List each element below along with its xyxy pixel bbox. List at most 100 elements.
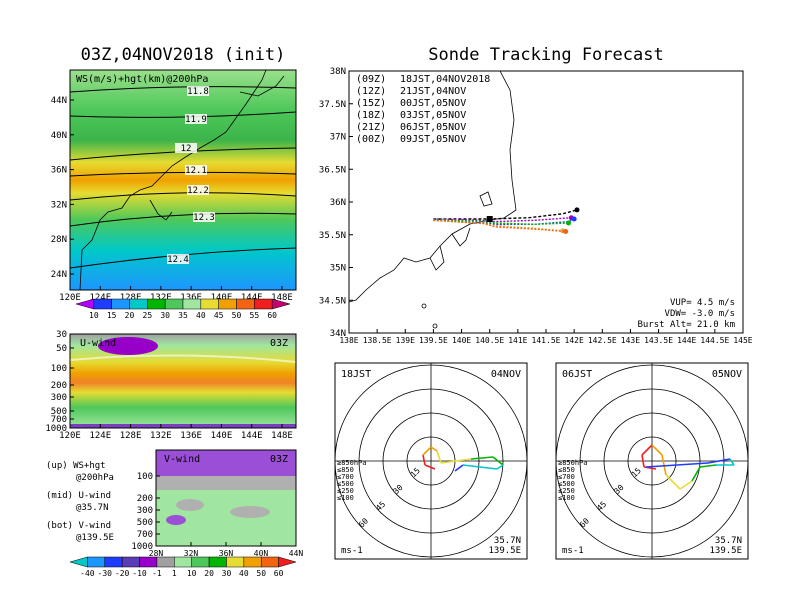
track-lat-tick: 36.5N xyxy=(319,165,346,175)
colorbar-swatch xyxy=(200,298,219,310)
colorbar-label: 1 xyxy=(172,569,177,578)
colorbar-label: 35 xyxy=(178,311,188,320)
vwind-p-tick: 500 xyxy=(137,518,153,528)
uwind-lon-tick: 140E xyxy=(211,431,233,441)
colorbar-label: 20 xyxy=(125,311,135,320)
uwind-p-tick: 200 xyxy=(51,381,67,391)
hodograph-level-label: ≥850hPa xyxy=(558,459,588,467)
hodograph-trace xyxy=(436,450,442,464)
hodograph-lon: 139.5E xyxy=(709,546,742,556)
hodograph-date: 04NOV xyxy=(491,369,521,380)
track-line xyxy=(433,217,572,223)
contour-label: 12.3 xyxy=(193,213,215,223)
vwind-patch xyxy=(166,515,186,525)
hodograph-trace xyxy=(424,464,436,470)
uwind-lon-tick: 148E xyxy=(271,431,293,441)
launch-marker xyxy=(486,216,493,223)
hodograph-trace xyxy=(691,466,701,482)
hodograph-level-label: ≤850 xyxy=(337,466,354,474)
hodograph-trace xyxy=(645,462,709,468)
note-heading: (mid) U-wind xyxy=(46,491,111,501)
hodograph-trace xyxy=(679,480,693,490)
contour-label: 12.1 xyxy=(185,166,207,176)
contour-line xyxy=(70,111,296,118)
colorbar-label: -40 xyxy=(80,569,95,578)
colorbar-label: -30 xyxy=(98,569,113,578)
contour-line xyxy=(70,171,296,177)
legend-code: (15Z) xyxy=(356,98,386,109)
colorbar-swatch xyxy=(208,556,227,568)
note-sub: @139.5E xyxy=(76,533,114,543)
hodograph-lon: 139.5E xyxy=(488,546,521,556)
ws-lon-tick: 148E xyxy=(271,293,293,303)
ws-lon-tick: 136E xyxy=(180,293,202,303)
hodograph-trace xyxy=(454,464,464,472)
uwind-p-tick: 700 xyxy=(51,415,67,425)
ws-map-field xyxy=(70,70,296,290)
ws-map-label: WS(m/s)+hgt(km)@200hPa xyxy=(76,74,208,85)
vwind-lat-tick: 32N xyxy=(184,549,199,558)
island xyxy=(421,303,427,309)
track-lon-tick: 143E xyxy=(621,336,640,345)
hodograph-level-label: ≤250 xyxy=(337,487,354,495)
legend-label: 06JST,05NOV xyxy=(400,122,466,133)
hodograph-trace xyxy=(651,444,663,456)
note-heading: (up) WS+hgt xyxy=(46,461,106,471)
track-lat-tick: 34.5N xyxy=(319,296,346,306)
vwind-p-tick: 1000 xyxy=(131,542,153,552)
hodograph-level-label: ≤100 xyxy=(337,494,354,502)
hodograph-level-label: ≤700 xyxy=(558,473,575,481)
contour-label: 12.2 xyxy=(187,186,209,196)
legend-label: 09JST,05NOV xyxy=(400,134,466,145)
hodograph-level-label: ≤850 xyxy=(558,466,575,474)
track-lat-tick: 38N xyxy=(330,67,346,77)
colorbar-swatch xyxy=(111,298,130,310)
colorbar-swatch xyxy=(139,556,158,568)
track-lon-tick: 141.5E xyxy=(532,336,561,345)
colorbar-label: -1 xyxy=(152,569,162,578)
uwind-lon-tick: 124E xyxy=(89,431,111,441)
track-lon-tick: 142.5E xyxy=(588,336,617,345)
ws-map: 11.8 11.9 12 12.1 12.2 12.3 12.4 WS(m/s)+hgt(k… xyxy=(51,69,297,303)
contour-label-bg xyxy=(187,86,209,96)
track-lon-tick: 138.5E xyxy=(363,336,392,345)
ws-colorbar: 10 15 20 25 30 35 40 45 50 55 60 xyxy=(75,298,291,320)
ws-lon-tick: 128E xyxy=(120,293,142,303)
contour-line xyxy=(70,86,296,93)
track-endpoint xyxy=(563,228,569,234)
hodograph-trace xyxy=(641,454,645,468)
ws-lon-tick: 140E xyxy=(211,293,233,303)
colorbar-swatch xyxy=(174,556,192,568)
track-lon-tick: 145E xyxy=(733,336,752,345)
colorbar-label: -10 xyxy=(132,569,147,578)
colorbar-label: 40 xyxy=(196,311,206,320)
track-endpoint xyxy=(574,207,580,213)
legend-code: (18Z) xyxy=(356,110,386,121)
ws-lon-tick: 132E xyxy=(150,293,172,303)
legend-code: (09Z) xyxy=(356,74,386,85)
hodograph-trace xyxy=(643,466,657,470)
track-lon-tick: 143.5E xyxy=(644,336,673,345)
hodograph-level-label: ≤100 xyxy=(558,494,575,502)
colorbar-swatch xyxy=(243,556,262,568)
track-lon-tick: 141E xyxy=(508,336,527,345)
coastline xyxy=(451,227,471,247)
uwind-time: 03Z xyxy=(270,338,288,349)
uwind-label: U-wind xyxy=(80,338,116,349)
coastline xyxy=(239,75,285,97)
contour-line xyxy=(70,192,296,201)
contour-label-bg xyxy=(193,212,215,222)
hodograph-date: 05NOV xyxy=(712,369,742,380)
vwind-label: V-wind xyxy=(164,454,200,465)
hodograph-time: 18JST xyxy=(341,369,371,380)
uwind-lon-tick: 136E xyxy=(180,431,202,441)
vwind-patch xyxy=(230,506,270,518)
track-lon-tick: 142E xyxy=(565,336,584,345)
note-sub: @200hPa xyxy=(76,473,114,483)
contour-label-bg xyxy=(185,165,207,175)
colorbar-label: 60 xyxy=(274,569,284,578)
colorbar-swatch xyxy=(121,556,140,568)
hodograph-trace xyxy=(641,444,653,456)
track-lat-tick: 35N xyxy=(330,264,346,274)
uwind-p-tick: 1000 xyxy=(45,424,67,434)
